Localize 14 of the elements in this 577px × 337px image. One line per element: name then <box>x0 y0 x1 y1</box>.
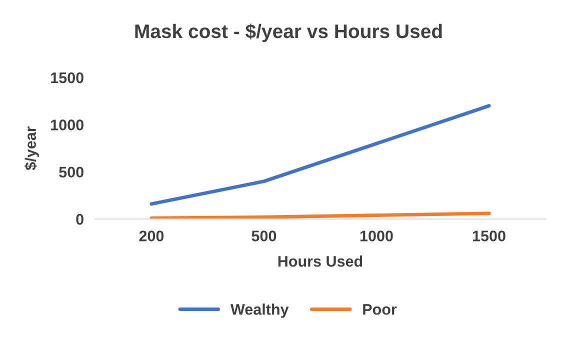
line-series <box>150 104 491 206</box>
x-tick-label: 200 <box>139 230 164 242</box>
chart-title: Mask cost - $/year vs Hours Used <box>135 24 442 42</box>
y-tick-label: 500 <box>59 166 84 178</box>
y-axis-title: $/year <box>24 126 39 170</box>
legend-label: Poor <box>363 304 397 315</box>
legend-label: Wealthy <box>230 304 289 318</box>
x-tick-label: 1000 <box>360 230 393 242</box>
x-axis-title: Hours Used <box>278 256 362 267</box>
y-tick-label: 0 <box>76 214 84 225</box>
y-tick-label: 1000 <box>51 120 84 130</box>
y-tick-label: 1500 <box>51 72 84 84</box>
x-tick-label: 500 <box>252 230 276 242</box>
x-tick-label: 1500 <box>472 230 506 242</box>
